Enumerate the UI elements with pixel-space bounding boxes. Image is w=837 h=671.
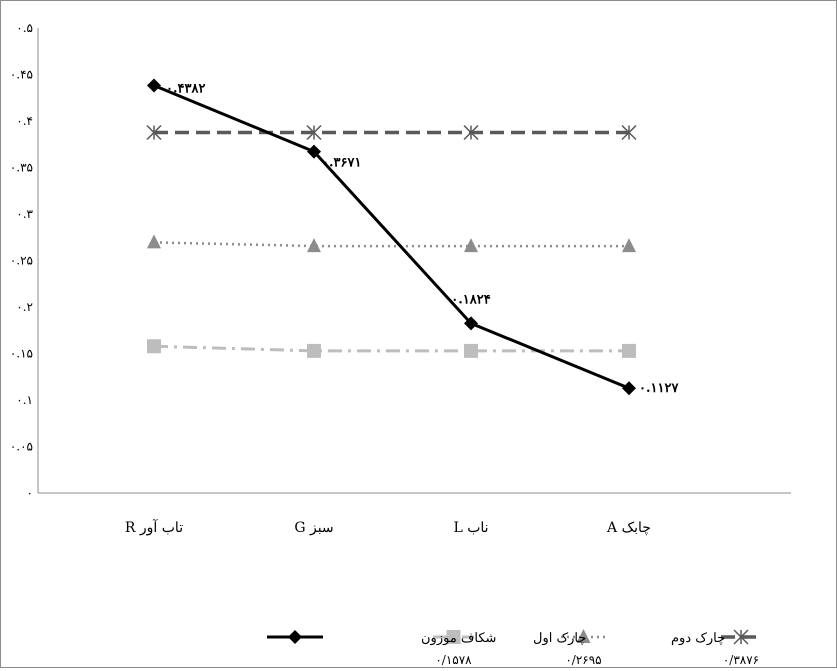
data-point-star — [146, 125, 162, 141]
y-tick-label: ۰.۴۵ — [10, 68, 33, 82]
legend-label: چارک اول — [533, 631, 586, 646]
series-line-1 — [153, 84, 630, 390]
data-point-square — [622, 343, 636, 358]
x-tick-label: چابک A — [606, 520, 651, 536]
y-tick-label: ۰.۰۵ — [10, 440, 33, 454]
y-tick-label: ۰.۳ — [16, 207, 33, 221]
legend-label: چارک دوم — [671, 631, 725, 646]
y-tick-label: ۰.۱۵ — [10, 347, 33, 361]
y-tick-label: ۰.۴ — [16, 114, 33, 128]
data-point-triangle — [147, 234, 161, 249]
y-tick-label: ۰ — [27, 486, 33, 500]
legend-label: شکاف موزون — [421, 631, 496, 646]
y-tick-label: ۰.۳۵ — [10, 161, 33, 175]
legend-value: ۰/۲۶۹۵ — [565, 653, 601, 667]
data-point-star — [306, 125, 322, 141]
data-point-diamond — [307, 144, 321, 159]
data-point-diamond — [622, 381, 636, 396]
legend-value: ۰/۱۵۷۸ — [435, 653, 472, 667]
data-label: ۰.۳۶۷۱ — [322, 156, 361, 171]
data-point-diamond — [464, 316, 478, 331]
y-tick-label: ۰.۲۵ — [10, 254, 33, 268]
data-point-star — [463, 125, 479, 141]
data-point-triangle — [622, 238, 636, 253]
legend-marker-star — [733, 629, 749, 645]
x-tick-label: تاب آور R — [125, 518, 183, 536]
series-line-2 — [153, 344, 629, 353]
legend-marker-diamond — [288, 630, 302, 644]
data-label: ۰.۱۱۲۷ — [639, 381, 679, 396]
legend-marker-triangle — [576, 629, 591, 643]
data-label: ۰.۴۳۸۲ — [166, 81, 205, 96]
data-point-diamond — [147, 78, 161, 93]
series-line-3 — [153, 241, 629, 248]
data-point-star — [621, 125, 637, 141]
y-tick-label: ۰.۱ — [16, 393, 33, 407]
legend-value: ۰/۳۸۷۶ — [723, 653, 759, 667]
data-point-square — [464, 343, 478, 358]
x-tick-label: ناب L — [453, 520, 488, 536]
y-tick-label: ۰.۵ — [16, 21, 33, 35]
data-point-square — [307, 343, 321, 358]
data-point-triangle — [464, 238, 478, 253]
y-tick-label: ۰.۲ — [16, 300, 33, 314]
legend-marker-square — [446, 630, 461, 644]
data-point-square — [147, 339, 161, 354]
data-point-triangle — [307, 238, 321, 253]
x-tick-label: سبز G — [294, 520, 333, 536]
data-label: ۰.۱۸۲۴ — [451, 292, 490, 307]
